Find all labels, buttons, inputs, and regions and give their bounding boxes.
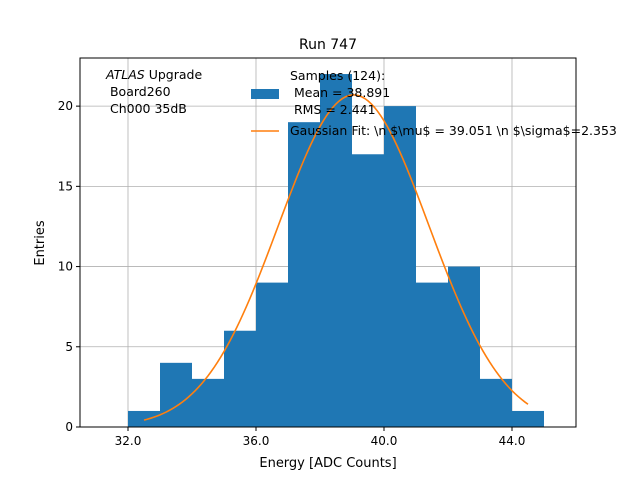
histogram-bar — [352, 154, 384, 427]
gaussian-fit-curve — [143, 94, 529, 421]
x-axis-label: Energy [ADC Counts] — [259, 456, 396, 471]
legend-fit-label: Gaussian Fit: \n $\mu$ = 39.051 \n $\sig… — [290, 123, 617, 138]
histogram-bar — [480, 378, 512, 427]
y-tick-label: 0 — [65, 420, 73, 434]
annotation-line-2: Board260 — [106, 84, 171, 99]
annotation-line-1: ATLAS Upgrade — [105, 67, 202, 82]
histogram-bar — [416, 282, 448, 427]
y-tick-label: 15 — [58, 179, 73, 193]
annotation-line-3: Ch000 35dB — [106, 101, 187, 116]
histogram-bar — [192, 378, 224, 427]
histogram-bar — [256, 282, 288, 427]
chart-title: Run 747 — [299, 37, 357, 53]
legend-histogram-label-line-1: Samples (124): — [290, 68, 385, 83]
annotation-atlas: ATLAS — [105, 67, 145, 82]
histogram-bar — [288, 122, 320, 427]
legend-histogram-label-line-2: Mean = 38.891 — [290, 85, 390, 100]
histogram-bar — [448, 266, 480, 427]
y-tick-label: 10 — [58, 260, 73, 274]
histogram-bars — [128, 74, 544, 427]
y-axis-label: Entries — [33, 220, 48, 266]
x-axis-ticks: 32.0 36.0 40.0 44.0 — [115, 427, 526, 448]
y-axis-ticks: 0 5 10 15 20 — [58, 99, 80, 434]
histogram-bar — [128, 410, 160, 427]
histogram-bar — [160, 362, 192, 427]
x-tick-label: 32.0 — [115, 434, 142, 448]
histogram-bar — [512, 410, 544, 427]
x-tick-label: 44.0 — [499, 434, 526, 448]
histogram-bar — [384, 106, 416, 427]
annotation-upgrade: Upgrade — [145, 67, 203, 82]
legend-histogram-swatch — [251, 89, 279, 99]
plot-frame — [79, 57, 577, 428]
x-tick-label: 36.0 — [243, 434, 270, 448]
histogram-bar — [320, 74, 352, 427]
legend: Samples (124): Mean = 38.891 RMS = 2.441… — [251, 68, 617, 138]
x-tick-label: 40.0 — [371, 434, 398, 448]
y-tick-label: 5 — [65, 340, 73, 354]
legend-histogram-label-line-3: RMS = 2.441 — [290, 102, 376, 117]
histogram-bar — [224, 330, 256, 427]
atlas-annotation: ATLAS Upgrade Board260 Ch000 35dB — [105, 67, 202, 116]
y-tick-label: 20 — [58, 99, 73, 113]
